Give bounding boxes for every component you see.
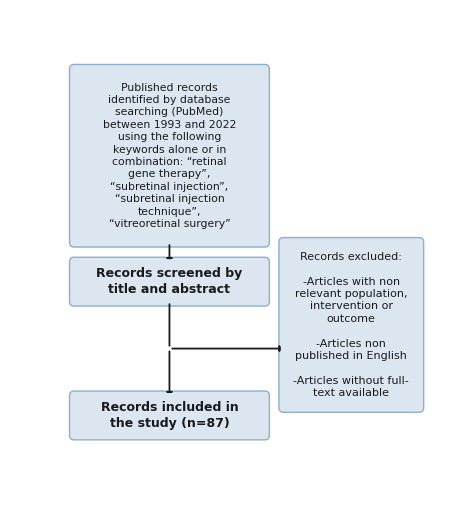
Text: Records screened by
title and abstract: Records screened by title and abstract <box>96 267 243 296</box>
Text: Records included in
the study (n=87): Records included in the study (n=87) <box>100 401 238 430</box>
FancyBboxPatch shape <box>70 257 269 306</box>
Text: Records excluded:

-Articles with non
relevant population,
intervention or
outco: Records excluded: -Articles with non rel… <box>293 252 409 398</box>
FancyBboxPatch shape <box>279 238 424 412</box>
FancyBboxPatch shape <box>70 391 269 440</box>
FancyBboxPatch shape <box>70 64 269 247</box>
Text: Published records
identified by database
searching (PubMed)
between 1993 and 202: Published records identified by database… <box>103 83 236 229</box>
